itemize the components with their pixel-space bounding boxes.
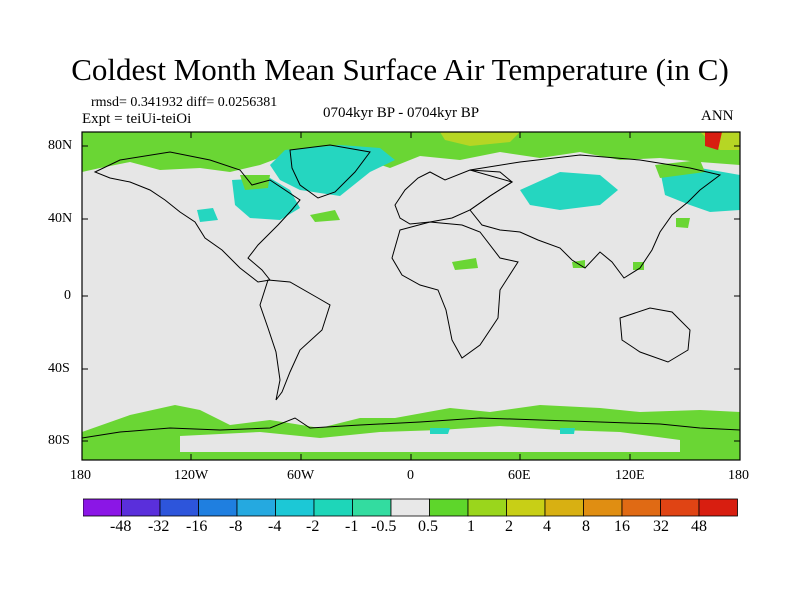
colorbar	[83, 498, 738, 517]
greenland-coastline	[289, 144, 371, 199]
colorbar-swatch	[429, 498, 469, 517]
greenland-cyan-region	[270, 145, 395, 196]
colorbar-swatch	[698, 498, 738, 517]
colorbar-label: -32	[148, 518, 170, 535]
colorbar-label: -48	[110, 518, 132, 535]
colorbar-swatch	[83, 498, 122, 517]
asia-green-patch	[633, 262, 644, 270]
lon-tick-label: 60W	[287, 468, 315, 483]
australia-coastline	[619, 307, 691, 363]
asia-coastline	[469, 154, 722, 279]
africa-coastline	[391, 221, 519, 359]
colorbar-label: 8	[582, 518, 590, 535]
colorbar-swatch	[236, 498, 276, 517]
lon-tick-label: 120E	[615, 468, 645, 483]
south-america-coastline	[259, 279, 331, 401]
lon-tick-label: 120W	[174, 468, 209, 483]
canada-green-region	[240, 175, 270, 190]
colorbar-swatch	[313, 498, 353, 517]
antarctica-coastline	[81, 417, 741, 439]
colorbar-swatch	[467, 498, 507, 517]
colorbar-label: 0.5	[418, 518, 438, 535]
colorbar-label: -16	[186, 518, 208, 535]
colorbar-swatch	[583, 498, 623, 517]
colorbar-label: -0.5	[371, 518, 397, 535]
experiment-label: Expt = teiUi-teiOi	[82, 111, 192, 127]
lon-tick-label: 180	[70, 468, 91, 483]
lon-tick-label: 60E	[508, 468, 531, 483]
atlantic-green-patch	[310, 210, 340, 222]
colorbar-swatch	[660, 498, 700, 517]
lat-tick-label: 0	[64, 288, 71, 303]
stats-text: rmsd= 0.341932 diff= 0.0256381	[91, 95, 278, 110]
lat-tick-label: 40S	[48, 361, 70, 376]
lon-tick-label: 180	[728, 468, 749, 483]
arctic-green-band	[82, 132, 740, 172]
lat-tick-label: 40N	[48, 211, 73, 226]
africa-green-patch	[452, 258, 478, 270]
colorbar-label: -8	[229, 518, 243, 535]
colorbar-label: 1	[467, 518, 475, 535]
arctic-red-patch	[705, 132, 722, 150]
colorbar-swatch	[198, 498, 238, 517]
antarctic-grey-interior	[180, 426, 680, 452]
colorbar-label: -2	[306, 518, 320, 535]
coastlines	[81, 144, 741, 439]
antarctic-cyan-patch	[560, 428, 575, 434]
arctic-olive-patch	[440, 132, 520, 146]
lat-tick-label: 80N	[48, 138, 73, 153]
map-plot	[81, 131, 741, 461]
colorbar-label: 32	[653, 518, 669, 535]
colorbar-label: -4	[268, 518, 282, 535]
colorbar-swatch	[352, 498, 392, 517]
antarctic-cyan-patch	[430, 428, 450, 434]
tick-marks	[81, 132, 741, 460]
colorbar-label: 2	[505, 518, 513, 535]
colorbar-label: 48	[691, 518, 707, 535]
lat-tick-label: 80S	[48, 433, 70, 448]
europe-coastline	[394, 169, 513, 225]
colorbar-swatch	[121, 498, 161, 517]
map-title: Coldest Month Mean Surface Air Temperatu…	[71, 52, 729, 87]
colorbar-label: 4	[543, 518, 551, 535]
colorbar-swatch	[390, 498, 430, 517]
season-label: ANN	[701, 108, 734, 124]
colorbar-swatch	[159, 498, 199, 517]
period-label: 0704kyr BP - 0704kyr BP	[323, 105, 480, 121]
colorbar-label: -1	[345, 518, 359, 535]
north-america-coastline	[93, 151, 301, 283]
colorbar-swatch	[506, 498, 546, 517]
pacific-cyan-patch	[197, 208, 218, 222]
map-background	[82, 132, 740, 460]
asia-green-patch	[676, 218, 690, 228]
colorbar-label: 16	[614, 518, 630, 535]
colorbar-swatch	[621, 498, 661, 517]
colorbar-swatch	[544, 498, 584, 517]
siberia-cyan-region	[520, 172, 618, 210]
lon-tick-label: 0	[407, 468, 414, 483]
colorbar-swatch	[275, 498, 315, 517]
